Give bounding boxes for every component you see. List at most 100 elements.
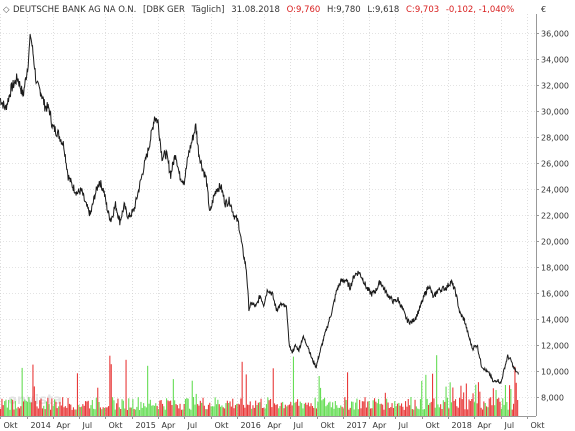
y-tick-label: 24,000	[541, 186, 569, 195]
volume-bar	[132, 399, 134, 416]
volume-bar	[238, 404, 240, 416]
y-tick-label: 10,000	[541, 368, 569, 377]
volume-bar	[507, 409, 509, 416]
volume-bar	[418, 409, 420, 416]
volume-bar	[195, 393, 197, 416]
volume-bar	[54, 399, 56, 416]
volume-bar	[213, 406, 215, 416]
volume-bar	[125, 359, 127, 416]
volume-bar	[255, 400, 257, 416]
volume-bar	[496, 398, 498, 416]
volume-bar	[102, 407, 104, 416]
volume-bar	[349, 407, 351, 416]
instrument-symbol: [DBK GER	[143, 5, 185, 15]
volume-bar	[130, 407, 132, 416]
x-tick-label: 2017	[347, 421, 367, 430]
volume-bar	[60, 405, 62, 416]
volume-bar	[476, 403, 478, 416]
volume-bar	[291, 405, 293, 416]
volume-bar	[383, 409, 385, 416]
volume-bar	[364, 397, 366, 416]
x-tick-label: Okt	[109, 421, 123, 430]
volume-bar	[302, 408, 304, 416]
volume-bar	[465, 383, 467, 416]
volume-bar	[243, 404, 245, 416]
volume-bar	[76, 373, 78, 416]
volume-bar	[292, 356, 294, 416]
y-tick-label: 20,000	[541, 238, 569, 247]
volume-bar	[18, 408, 20, 416]
volume-bar	[486, 406, 488, 416]
volume-bar	[206, 409, 208, 416]
volume-bar	[468, 399, 470, 416]
volume-bar	[236, 403, 238, 416]
volume-bar	[500, 408, 502, 416]
volume-bar	[274, 403, 276, 416]
volume-bar	[147, 365, 149, 416]
volume-bar	[99, 407, 101, 416]
x-tick-label: Apr	[162, 421, 177, 430]
volume-bar	[477, 382, 479, 416]
volume-bar	[409, 405, 411, 416]
volume-bar	[405, 401, 407, 416]
gridlines	[0, 14, 536, 416]
x-tick-label: Okt	[531, 421, 545, 430]
volume-bar	[419, 399, 421, 416]
volume-bar	[392, 408, 394, 416]
volume-bar	[361, 401, 363, 416]
volume-bar	[197, 404, 199, 416]
volume-bar	[433, 398, 435, 416]
volume-bar	[153, 405, 155, 416]
volume-bar	[184, 399, 186, 416]
volume-bar	[202, 397, 204, 416]
volume-bar	[144, 406, 146, 416]
volume-bar	[58, 406, 60, 416]
volume-bar	[139, 410, 141, 416]
volume-bar	[334, 401, 336, 416]
volume-bar	[380, 403, 382, 416]
volume-bar	[120, 409, 122, 416]
volume-bar	[286, 406, 288, 416]
volume-bar	[12, 399, 14, 416]
volume-bar	[318, 376, 320, 416]
volume-bar	[226, 400, 228, 416]
volume-bar	[234, 405, 236, 416]
volume-bar	[357, 409, 359, 416]
volume-bar	[95, 397, 97, 416]
y-tick-label: 30,000	[541, 108, 569, 117]
volume-bar	[411, 409, 413, 416]
volume-bar	[121, 399, 123, 416]
volume-bar	[469, 401, 471, 416]
volume-bar	[283, 408, 285, 416]
volume-bar	[267, 397, 269, 416]
volume-bar	[295, 401, 297, 416]
volume-bar	[27, 402, 29, 416]
volume-bar	[168, 401, 170, 416]
volume-bar	[461, 399, 463, 416]
volume-bar	[68, 403, 70, 416]
volume-bar	[425, 374, 427, 416]
volume-bar	[64, 406, 66, 416]
volume-bar	[221, 405, 223, 416]
volume-bar	[511, 409, 513, 416]
volume-bar	[86, 401, 88, 416]
volume-bar	[2, 405, 4, 416]
volume-bar	[421, 380, 423, 416]
volume-bar	[395, 406, 397, 416]
volume-bar	[306, 404, 308, 416]
volume-bar	[345, 400, 347, 416]
volume-bar	[460, 385, 462, 416]
volume-bar	[444, 401, 446, 416]
volume-bar	[62, 397, 64, 416]
volume-bar	[91, 400, 93, 416]
volume-bar	[499, 401, 501, 416]
volume-bar	[224, 408, 226, 416]
volume-bar	[216, 404, 218, 416]
volume-bar	[372, 400, 374, 416]
volume-bar	[170, 400, 172, 416]
volume-bar	[129, 407, 131, 416]
volume-bar	[388, 408, 390, 416]
y-tick-label: 12,000	[541, 342, 569, 351]
y-tick-label: 26,000	[541, 160, 569, 169]
header-text: DEUTSCHE BANK AG NA O.N. [DBK GER Täglic…	[13, 5, 514, 15]
